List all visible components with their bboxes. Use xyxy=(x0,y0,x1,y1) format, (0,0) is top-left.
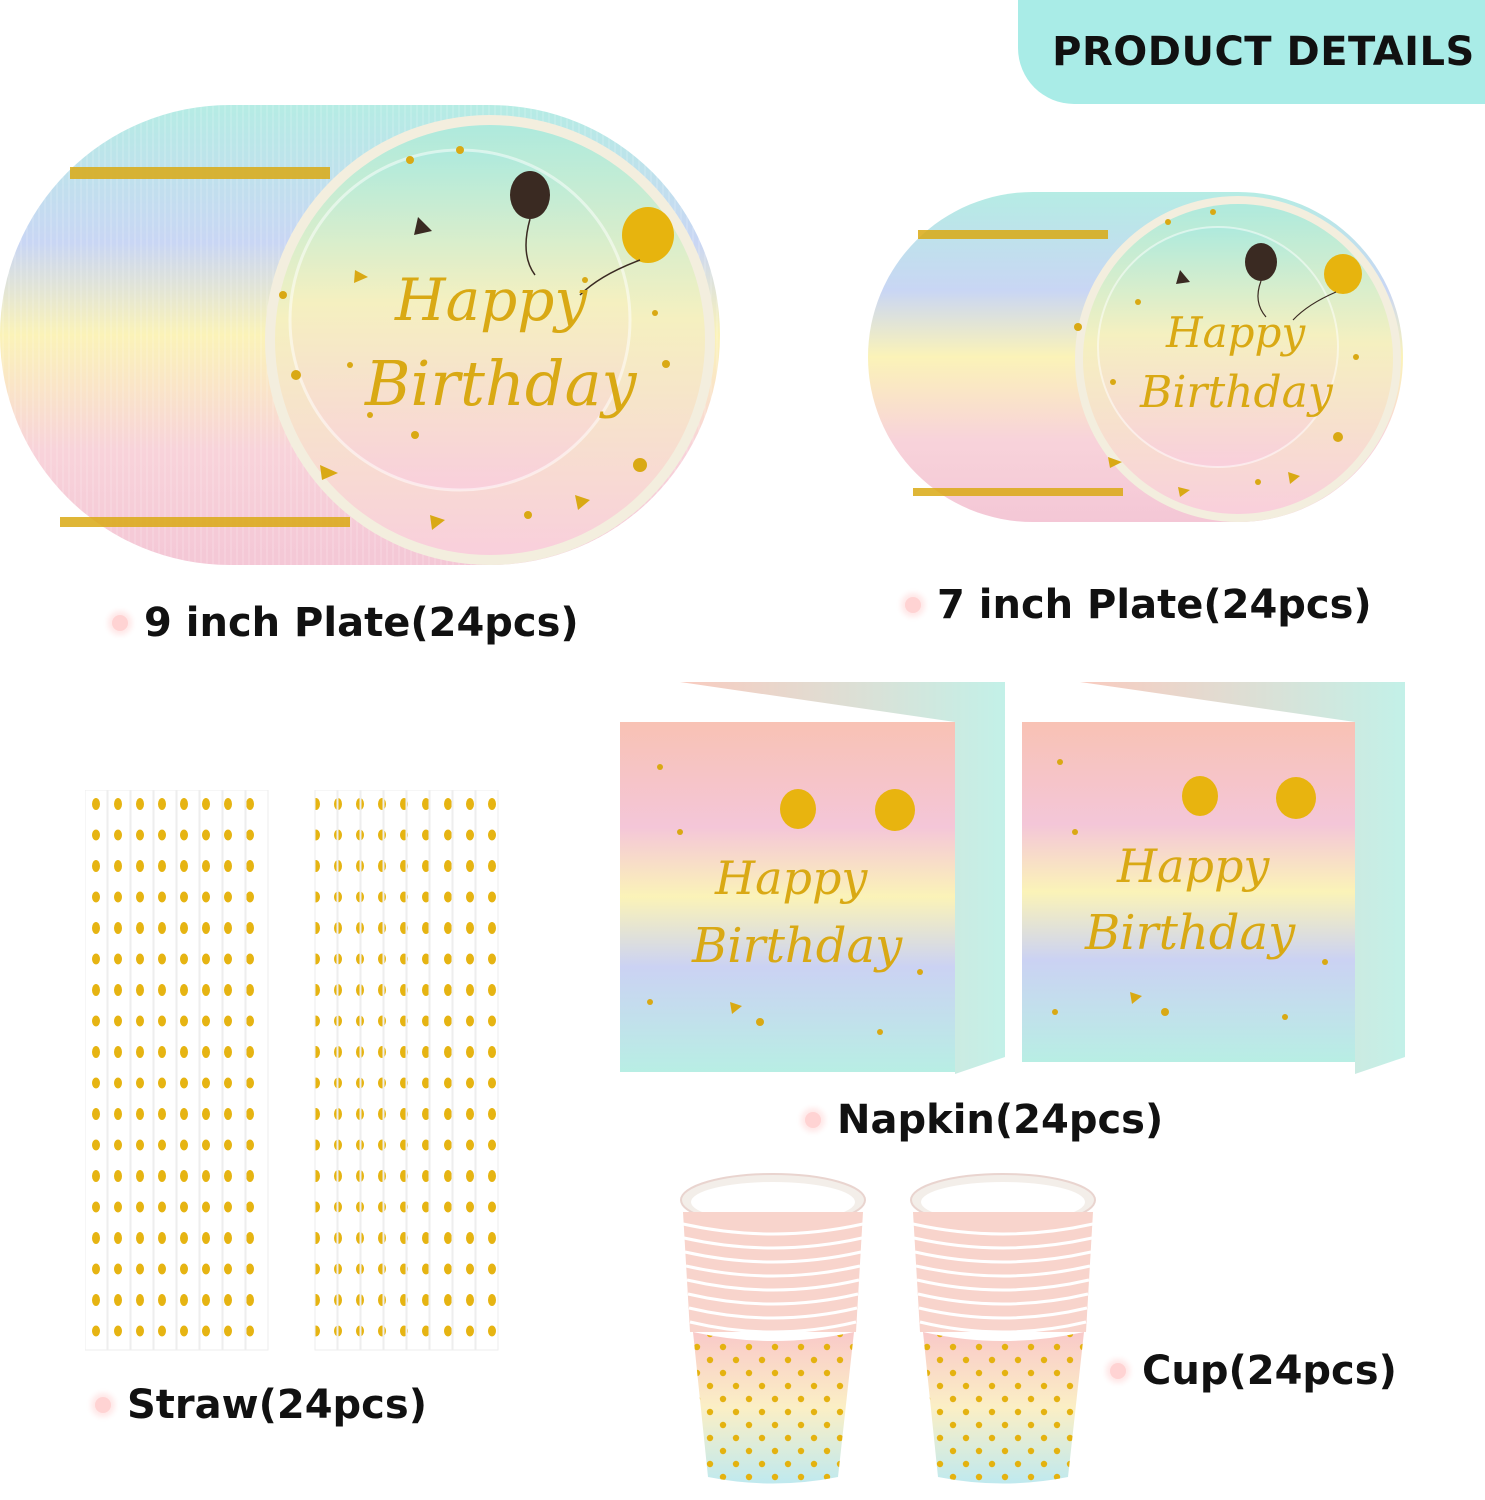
cup-label: Cup(24pcs) xyxy=(1142,1348,1397,1394)
bullet-dot-icon xyxy=(905,597,921,613)
cup-image xyxy=(680,1173,1096,1484)
straw-label: Straw(24pcs) xyxy=(127,1382,427,1428)
plate-7-label: 7 inch Plate(24pcs) xyxy=(937,582,1372,628)
plate-7-caption: 7 inch Plate(24pcs) xyxy=(905,582,1372,628)
banner-title: PRODUCT DETAILS xyxy=(1052,29,1475,75)
napkin-caption: Napkin(24pcs) xyxy=(805,1097,1163,1143)
napkin-right-print-birthday: Birthday xyxy=(1084,905,1296,961)
product-details-banner: PRODUCT DETAILS xyxy=(1018,0,1485,104)
napkin-left-print-happy: Happy xyxy=(714,851,868,905)
plate-9-print-birthday: Birthday xyxy=(364,347,638,420)
napkin-image: Happy Birthday Happy Birthday xyxy=(620,682,1405,1074)
plate-7-print-happy: Happy xyxy=(1165,308,1306,357)
plate-9-label: 9 inch Plate(24pcs) xyxy=(144,600,579,646)
napkin-label: Napkin(24pcs) xyxy=(837,1097,1164,1143)
bullet-dot-icon xyxy=(1110,1363,1126,1379)
plate-7-print-birthday: Birthday xyxy=(1139,367,1334,418)
napkin-left-print-birthday: Birthday xyxy=(691,918,903,974)
straw-caption: Straw(24pcs) xyxy=(95,1382,427,1428)
plate-9-print-happy: Happy xyxy=(394,266,588,334)
bullet-dot-icon xyxy=(805,1112,821,1128)
cup-caption: Cup(24pcs) xyxy=(1110,1348,1397,1394)
straw-image xyxy=(85,790,499,1351)
bullet-dot-icon xyxy=(95,1397,111,1413)
plate-7-image: Happy Birthday xyxy=(868,192,1403,522)
napkin-right-print-happy: Happy xyxy=(1116,839,1270,893)
plate-9-image: Happy Birthday xyxy=(0,105,720,565)
bullet-dot-icon xyxy=(112,615,128,631)
plate-9-caption: 9 inch Plate(24pcs) xyxy=(112,600,579,646)
